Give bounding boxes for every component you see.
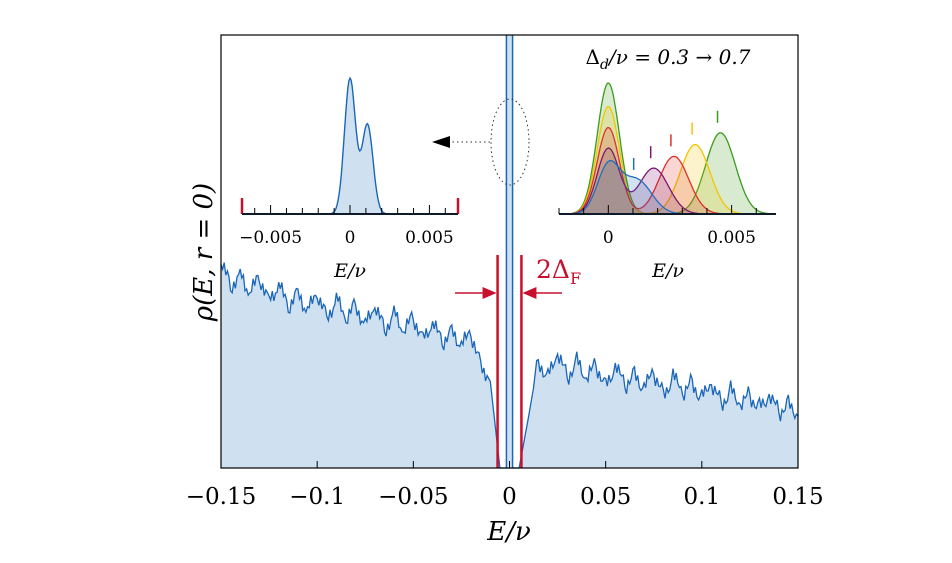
- left-inset: −0.005 0 0.005: [239, 76, 460, 248]
- x-axis-label: E/ν: [486, 517, 531, 547]
- series-fill: [559, 148, 776, 214]
- main-fill: [221, 262, 798, 468]
- inset-x-tick-label: 0.005: [707, 228, 756, 248]
- left-inset-x-label: E/ν: [333, 260, 366, 282]
- main-plot: −0.15 −0.1 −0.05 0 0.05 0.1 0.15: [186, 34, 824, 510]
- inset-x-tick-label: 0: [603, 228, 614, 248]
- inset-x-tick-label: 0.005: [405, 228, 454, 248]
- series-fill: [559, 106, 776, 214]
- zoom-arrow-head: [432, 136, 450, 148]
- right-inset-x-label: E/ν: [651, 260, 684, 282]
- x-tick-label: −0.1: [289, 484, 345, 510]
- inset-x-tick-label: −0.005: [239, 228, 302, 248]
- inset-x-tick-label: 0: [345, 228, 356, 248]
- x-tick-label: 0: [502, 484, 517, 510]
- gap-arrow-left-head: [482, 287, 497, 299]
- y-axis-label: ρ(E, r = 0): [189, 183, 219, 322]
- series-fill: [559, 127, 776, 214]
- x-tick-label: −0.05: [378, 484, 448, 510]
- central-peak-fill: [506, 35, 513, 468]
- x-tick-label: 0.15: [772, 484, 823, 510]
- right-inset-title: Δd/ν = 0.3 → 0.7: [586, 45, 751, 73]
- gap-arrow-right-head: [522, 287, 537, 299]
- x-tick-label: 0.1: [684, 484, 721, 510]
- x-tick-label: −0.15: [186, 484, 256, 510]
- series-fill: [559, 160, 776, 214]
- gap-annotation: 2ΔF: [536, 255, 581, 288]
- zoom-region-ellipse: [490, 98, 530, 186]
- x-tick-label: 0.05: [580, 484, 631, 510]
- inset-fill: [242, 78, 458, 214]
- right-inset: 0 0.005: [558, 82, 776, 248]
